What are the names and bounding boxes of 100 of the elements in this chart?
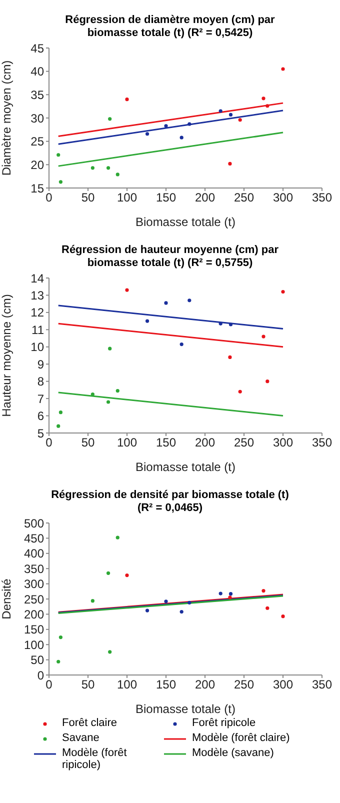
- point: [164, 301, 168, 305]
- x-tick-label: 250: [234, 678, 254, 692]
- y-tick-label: 500: [24, 516, 44, 530]
- point: [116, 172, 120, 176]
- point: [145, 319, 150, 323]
- y-tick-label: 50: [30, 653, 44, 668]
- y-tick-label: 14: [30, 271, 44, 286]
- point: [56, 424, 60, 428]
- point: [188, 298, 192, 302]
- point: [188, 600, 192, 604]
- y-tick-label: 7: [37, 392, 44, 406]
- point: [228, 355, 232, 360]
- x-tick-label: 100: [116, 436, 138, 450]
- point: [228, 322, 233, 326]
- x-tick-label: 200: [194, 436, 216, 450]
- point: [58, 636, 62, 640]
- point: [238, 390, 242, 394]
- x-tick-label: 150: [156, 190, 176, 205]
- x-tick-label: 300: [272, 678, 294, 692]
- point: [90, 599, 94, 603]
- x-axis-title: Biomasse totale (t): [135, 702, 236, 716]
- point: [116, 389, 120, 393]
- y-tick-label: 400: [24, 546, 44, 561]
- x-tick-label: 350: [312, 678, 332, 692]
- y-tick-label: 150: [24, 622, 44, 637]
- y-tick-label: 6: [37, 409, 44, 424]
- y-tick-label: 100: [24, 638, 44, 652]
- point: [266, 606, 270, 610]
- y-tick-label: 200: [24, 607, 44, 622]
- y-tick-label: 30: [30, 111, 44, 126]
- point: [108, 117, 112, 121]
- point: [228, 592, 233, 596]
- x-tick-label: 300: [272, 190, 294, 205]
- point: [56, 660, 60, 664]
- y-tick-label: 11: [32, 322, 44, 337]
- y-tick-label: 45: [30, 41, 44, 56]
- chart-title: Régression de densité par biomasse totale (t) (R² = 0,0465): [50, 488, 290, 515]
- point: [262, 588, 266, 593]
- point: [218, 592, 222, 596]
- point: [266, 104, 270, 108]
- legend-label: Modèle (forêt claire): [192, 732, 290, 744]
- x-tick-label: 100: [116, 190, 138, 205]
- point: [90, 166, 94, 170]
- legend-label: Modèle (forêt ripicole): [62, 747, 128, 771]
- y-axis-title: Densité: [0, 578, 14, 620]
- y-tick-label: 12: [30, 306, 44, 320]
- x-tick-label: 200: [194, 190, 216, 205]
- point: [108, 346, 112, 350]
- y-tick-label: 0: [37, 668, 44, 682]
- y-tick-label: 9: [37, 357, 44, 372]
- point: [180, 610, 184, 614]
- x-tick-label: 300: [272, 436, 294, 450]
- point: [238, 118, 242, 122]
- legend-label: Forêt claire: [62, 717, 118, 729]
- x-axis-title: Biomasse totale (t): [135, 215, 236, 229]
- point: [56, 153, 60, 157]
- point: [228, 112, 233, 117]
- point: [116, 536, 120, 540]
- chart-title: Régression de diamètre moyen (cm) par biomasse totale (t) (R² = 0,5425): [64, 13, 276, 40]
- y-axis-title: Diamètre moyen (cm): [0, 60, 14, 176]
- y-tick-label: 300: [24, 577, 44, 592]
- x-tick-label: 50: [81, 678, 95, 692]
- x-tick-label: 350: [312, 190, 332, 205]
- x-axis-title: Biomasse totale (t): [135, 460, 236, 474]
- point: [180, 342, 184, 346]
- y-tick-label: 20: [30, 158, 44, 172]
- point: [281, 290, 285, 294]
- point: [228, 162, 232, 166]
- point: [188, 122, 192, 126]
- x-tick-label: 150: [156, 678, 176, 692]
- point: [262, 334, 266, 338]
- point: [218, 322, 222, 326]
- legend-label: Forêt ripicole: [192, 717, 256, 729]
- point: [108, 650, 112, 654]
- y-tick-label: 350: [24, 562, 44, 576]
- x-tick-label: 200: [194, 678, 216, 692]
- y-tick-label: 8: [37, 374, 44, 389]
- point: [266, 380, 270, 384]
- y-tick-label: 25: [30, 134, 44, 149]
- x-tick-label: 100: [116, 678, 138, 692]
- point: [106, 166, 110, 170]
- point: [106, 400, 110, 404]
- point: [145, 608, 150, 612]
- point: [281, 614, 285, 618]
- x-tick-label: 50: [81, 436, 95, 450]
- y-tick-label: 250: [24, 592, 44, 606]
- x-tick-label: 350: [312, 436, 332, 450]
- y-tick-label: 5: [37, 426, 44, 440]
- x-tick-label: 50: [81, 190, 95, 205]
- y-tick-label: 13: [30, 288, 44, 302]
- point: [58, 180, 62, 184]
- point: [106, 571, 110, 575]
- y-tick-label: 35: [30, 88, 44, 102]
- point: [228, 596, 232, 600]
- x-tick-label: 250: [234, 436, 254, 450]
- point: [58, 410, 62, 414]
- point: [145, 132, 150, 136]
- point: [125, 573, 129, 578]
- point: [218, 109, 222, 113]
- point: [262, 96, 266, 100]
